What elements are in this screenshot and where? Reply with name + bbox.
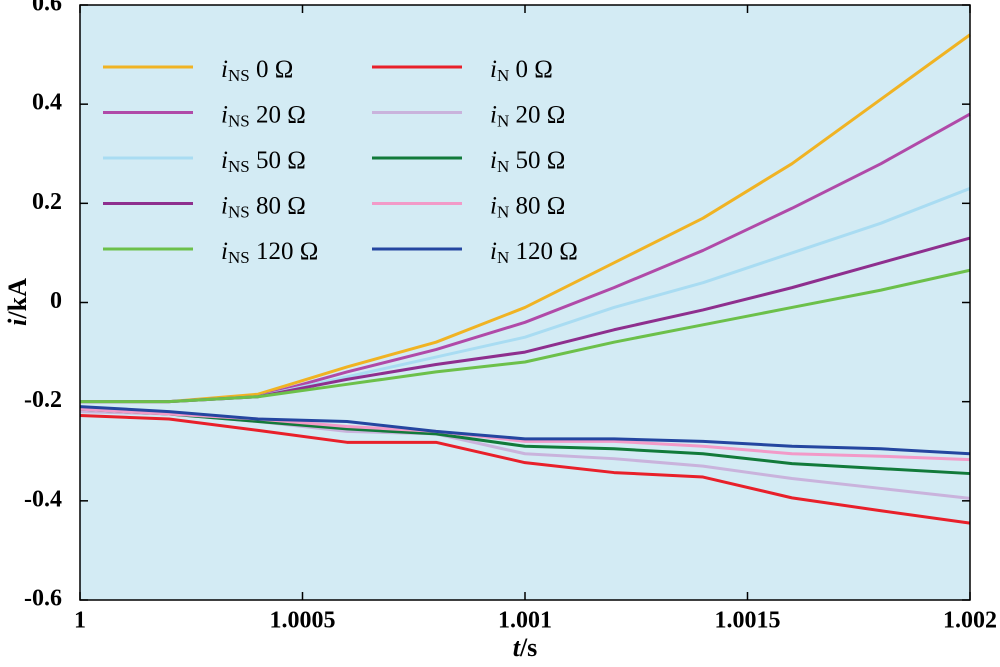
series-line bbox=[79, 405, 971, 456]
y-tick-label: -0.2 bbox=[24, 387, 62, 413]
plot-area bbox=[80, 5, 970, 600]
y-tick-label: -0.6 bbox=[24, 586, 62, 612]
series-line bbox=[79, 407, 971, 476]
series-line bbox=[80, 268, 971, 404]
plot-frame bbox=[79, 4, 971, 601]
x-tick-label: 1.0015 bbox=[715, 608, 781, 634]
y-tick-label: 0 bbox=[50, 288, 62, 314]
legend-label: iNS 80 Ω bbox=[221, 192, 306, 221]
series-line bbox=[79, 414, 971, 525]
legend-label: iNS 120 Ω bbox=[221, 238, 318, 267]
legend-label: iNS 50 Ω bbox=[221, 147, 306, 176]
x-tick-label: 1 bbox=[74, 608, 86, 634]
x-tick-label: 1.001 bbox=[498, 608, 552, 634]
y-tick-label: 0.4 bbox=[32, 90, 62, 116]
y-tick-label: 0.2 bbox=[32, 189, 62, 215]
legend-label: iN 120 Ω bbox=[490, 238, 578, 267]
legend-label: iN 20 Ω bbox=[490, 101, 565, 130]
x-tick-label: 1.002 bbox=[943, 608, 997, 634]
y-tick-label: 0.6 bbox=[32, 0, 62, 17]
legend-label: iN 80 Ω bbox=[490, 192, 565, 221]
x-tick-label: 1.0005 bbox=[270, 608, 336, 634]
y-tick-label: -0.4 bbox=[24, 486, 62, 512]
legend-label: iN 50 Ω bbox=[490, 147, 565, 176]
x-axis-label: t/s bbox=[513, 633, 538, 662]
legend-label: iNS 0 Ω bbox=[221, 56, 293, 85]
legend-label: iNS 20 Ω bbox=[221, 101, 306, 130]
series-line bbox=[80, 33, 971, 404]
y-axis-label: i/kA bbox=[3, 278, 32, 326]
legend-label: iN 0 Ω bbox=[490, 56, 553, 85]
